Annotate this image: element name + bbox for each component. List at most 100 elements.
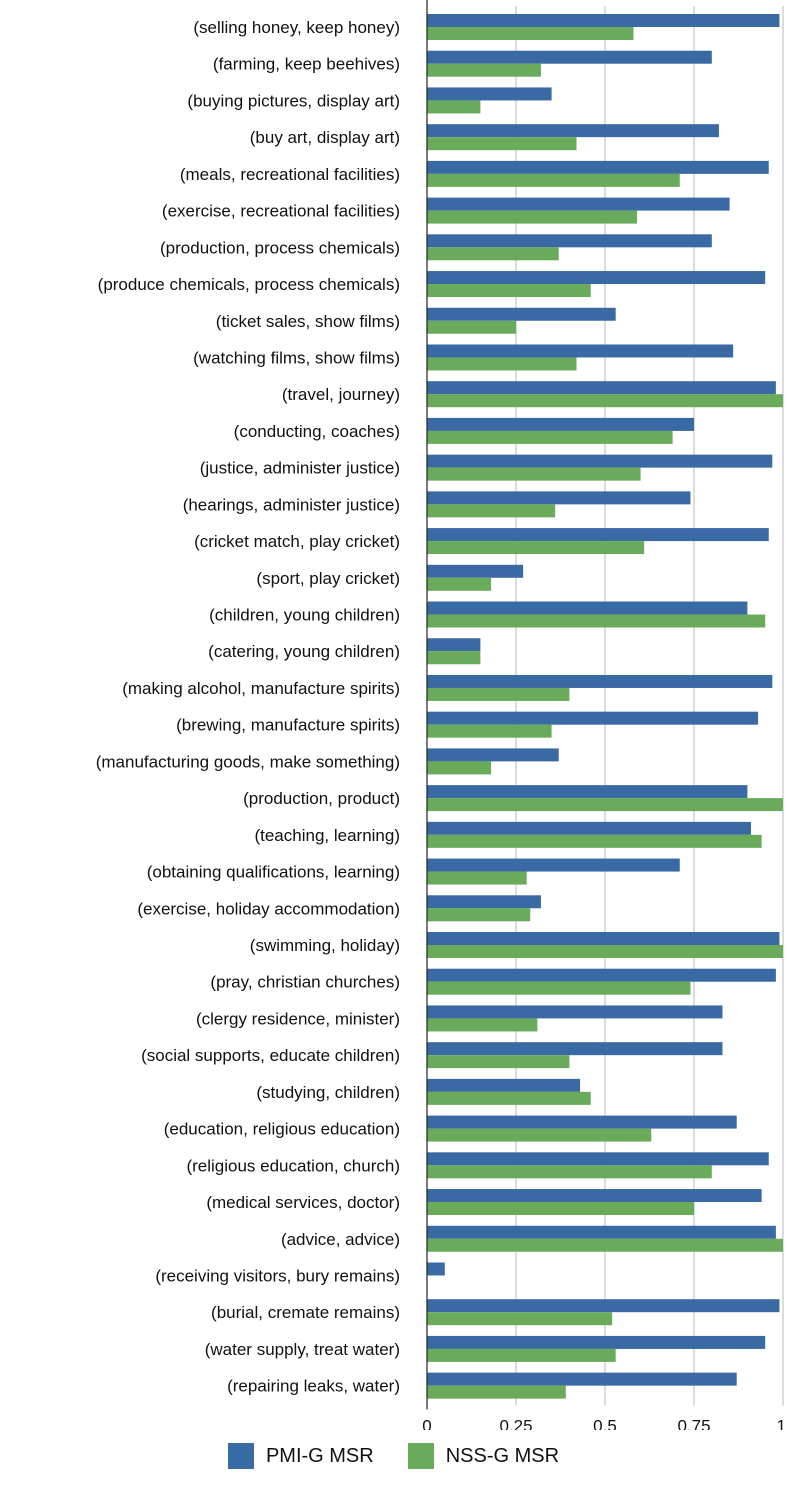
bar-nss-g <box>427 467 641 481</box>
category-label: (exercise, recreational facilities) <box>162 202 400 221</box>
category-label: (receiving visitors, bury remains) <box>155 1266 400 1285</box>
bar-nss-g <box>427 1238 783 1252</box>
category-label: (children, young children) <box>209 606 400 625</box>
bar-pmi-g <box>427 454 773 468</box>
bar-pmi-g <box>427 1262 445 1276</box>
bar-nss-g <box>427 541 645 555</box>
bar-pmi-g <box>427 528 769 542</box>
category-label: (meals, recreational facilities) <box>180 165 400 184</box>
bar-pmi-g <box>427 932 780 945</box>
bar-pmi-g <box>427 50 712 64</box>
legend-label-nss-g: NSS-G MSR <box>445 1444 560 1467</box>
bar-pmi-g <box>427 748 559 762</box>
bar-nss-g <box>427 27 634 40</box>
bar-nss-g <box>427 1348 616 1362</box>
bar-nss-g <box>427 63 541 77</box>
bar-nss-g <box>427 430 673 444</box>
category-label: (watching films, show films) <box>193 348 400 367</box>
legend: PMI-G MSR NSS-G MSR <box>0 1436 787 1476</box>
category-label: (buy art, display art) <box>250 128 400 147</box>
category-label: (buying pictures, display art) <box>187 91 400 110</box>
category-label: (burial, cremate remains) <box>211 1303 400 1322</box>
bar-nss-g <box>427 1018 538 1032</box>
category-label: (production, process chemicals) <box>160 238 400 257</box>
bar-pmi-g <box>427 381 776 395</box>
bar-pmi-g <box>427 1078 581 1092</box>
bar-nss-g <box>427 761 492 775</box>
category-label: (repairing leaks, water) <box>227 1377 400 1396</box>
bar-pmi-g <box>427 160 769 174</box>
bar-nss-g <box>427 320 516 334</box>
category-label: (production, product) <box>243 789 400 808</box>
category-label: (catering, young children) <box>208 642 400 661</box>
category-label: (teaching, learning) <box>254 826 400 845</box>
bar-nss-g <box>427 614 766 628</box>
bar-pmi-g <box>427 1335 766 1349</box>
category-label: (sport, play cricket) <box>256 569 400 588</box>
bar-nss-g <box>427 1128 652 1142</box>
category-label: (manufacturing goods, make something) <box>96 752 400 771</box>
bar-pmi-g <box>427 1042 723 1056</box>
bar-pmi-g <box>427 968 776 982</box>
bar-pmi-g <box>427 601 748 615</box>
bar-pmi-g <box>427 1005 723 1019</box>
category-label: (education, religious education) <box>164 1120 400 1139</box>
category-label: (conducting, coaches) <box>234 422 400 441</box>
bar-pmi-g <box>427 711 759 725</box>
category-label: (swimming, holiday) <box>250 936 400 955</box>
category-label: (pray, christian churches) <box>210 973 400 992</box>
bar-pmi-g <box>427 1152 769 1166</box>
bar-nss-g <box>427 651 481 665</box>
category-label: (water supply, treat water) <box>205 1340 400 1359</box>
legend-item-pmi-g: PMI-G MSR <box>227 1443 374 1469</box>
bar-nss-g <box>427 687 570 701</box>
bar-pmi-g <box>427 234 712 248</box>
bar-pmi-g <box>427 895 541 909</box>
category-label: (exercise, holiday accommodation) <box>137 899 400 918</box>
bar-pmi-g <box>427 858 680 872</box>
bar-nss-g <box>427 210 638 224</box>
bar-pmi-g <box>427 197 730 211</box>
category-label: (medical services, doctor) <box>206 1193 400 1212</box>
bar-pmi-g <box>427 1372 737 1386</box>
bar-nss-g <box>427 1312 613 1326</box>
bar-pmi-g <box>427 307 616 321</box>
bar-pmi-g <box>427 14 780 27</box>
category-label: (ticket sales, show films) <box>216 312 400 331</box>
bar-chart-plot: (selling honey, keep honey) (farming, kee… <box>96 0 786 1430</box>
bar-pmi-g <box>427 564 524 578</box>
category-label: (advice, advice) <box>281 1230 400 1249</box>
bar-nss-g <box>427 981 691 995</box>
bar-nss-g <box>427 100 481 114</box>
bar-nss-g <box>427 1091 591 1105</box>
bar-pmi-g <box>427 1189 762 1203</box>
category-label: (brewing, manufacture spirits) <box>176 716 400 735</box>
bar-pmi-g <box>427 1225 776 1239</box>
bar-nss-g <box>427 1385 566 1399</box>
bar-nss-g <box>427 798 783 812</box>
bar-nss-g <box>427 284 591 298</box>
x-tick-label: 0.5 <box>593 1416 617 1430</box>
category-label: (travel, journey) <box>282 385 400 404</box>
category-label: (obtaining qualifications, learning) <box>147 863 400 882</box>
category-label: (selling honey, keep honey) <box>193 18 400 37</box>
legend-swatch-nss-g <box>407 1443 434 1469</box>
bar-nss-g <box>427 247 559 261</box>
bar-nss-g <box>427 137 577 151</box>
bar-pmi-g <box>427 271 766 285</box>
category-label: (cricket match, play cricket) <box>194 532 400 551</box>
category-label: (produce chemicals, process chemicals) <box>98 275 400 294</box>
x-tick-label: 0.75 <box>677 1416 710 1430</box>
bar-pmi-g <box>427 87 552 101</box>
bar-pmi-g <box>427 344 734 358</box>
bar-pmi-g <box>427 674 773 688</box>
category-label: (clergy residence, minister) <box>196 1009 400 1028</box>
category-label: (making alcohol, manufacture spirits) <box>122 679 400 698</box>
bar-nss-g <box>427 834 762 848</box>
x-tick-label: 0.25 <box>499 1416 532 1430</box>
bar-nss-g <box>427 577 492 591</box>
bar-pmi-g <box>427 124 719 138</box>
bar-nss-g <box>427 1165 712 1179</box>
category-label: (religious education, church) <box>186 1156 400 1175</box>
